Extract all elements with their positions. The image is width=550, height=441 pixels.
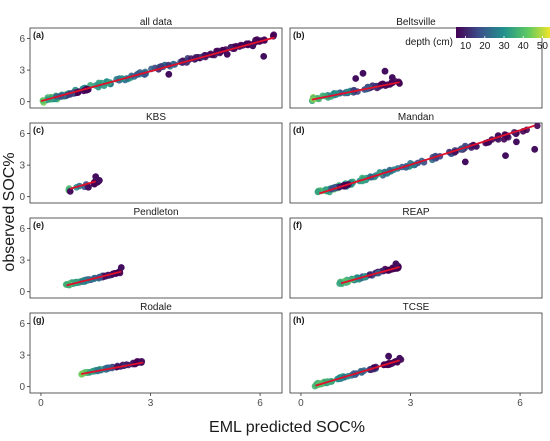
y-tick-label: 3 [19,351,25,362]
panel-letter: (a) [33,30,44,40]
data-point [314,188,322,196]
facet-panel: Mandan (d) [289,112,543,204]
data-point [381,67,389,75]
data-point [531,145,539,153]
facet-panel: all data (a) 0 3 6 [19,17,283,109]
facet-panel: Pendleton (e) 0 3 6 [19,207,283,299]
x-tick-label: 6 [517,398,523,409]
depth-legend: depth (cm) 10 20 30 40 50 [405,27,550,52]
facet-panel: REAP (f) [289,207,543,299]
shared-axes: EML predicted SOC% observed SOC% [1,152,365,436]
points-group [308,67,403,105]
legend-tick-label: 30 [498,41,510,52]
facet-panel: TCSE (h) 0 3 6 [289,302,543,409]
data-point [223,50,231,58]
y-tick-label: 3 [19,66,25,77]
legend-colorbar [456,27,550,38]
legend-title: depth (cm) [405,37,453,48]
x-tick-label: 6 [257,398,263,409]
facet-title: Rodale [140,302,172,313]
points-group [62,264,125,289]
y-tick-label: 0 [19,192,25,203]
facet-panel: Rodale (g) 0 3 6 0 3 6 [19,302,283,409]
points-group [336,260,402,288]
facet-panel: KBS (c) 0 3 6 [19,112,283,204]
legend-tick-label: 10 [460,41,472,52]
panel-border [29,312,283,394]
data-point [269,32,277,39]
panel-letter: (g) [33,315,45,325]
data-point [534,123,541,130]
y-tick-label: 6 [19,34,25,45]
x-tick-label: 3 [148,398,154,409]
y-tick-label: 0 [19,382,25,393]
facet-title: Beltsville [396,17,436,28]
data-point [165,70,173,78]
x-tick-label: 3 [408,398,414,409]
y-tick-label: 0 [19,287,25,298]
fit-line [69,180,96,190]
points-group [39,31,278,106]
points-group [78,358,146,378]
data-point [117,264,125,271]
y-tick-label: 6 [19,129,25,140]
data-point [513,138,520,146]
fit-line [80,361,144,375]
data-point [392,260,400,268]
panel-letter: (e) [33,220,44,230]
data-point [85,183,92,191]
data-point [461,158,469,166]
facet-title: all data [140,17,173,28]
panel-letter: (d) [293,125,305,135]
data-point [260,53,268,60]
points-group [311,352,405,390]
y-tick-label: 6 [19,319,25,330]
data-point [359,69,367,77]
data-point [388,74,396,81]
facet-title: KBS [146,112,166,123]
panel-letter: (h) [293,315,305,325]
y-tick-label: 0 [19,97,25,108]
points-group [65,173,103,195]
facet-panel: Beltsville (b) [289,17,543,109]
y-axis-title: observed SOC% [1,152,18,271]
panel-letter: (c) [33,125,44,135]
x-tick-label: 0 [298,398,304,409]
data-point [385,352,392,360]
facet-title: Pendleton [133,207,178,218]
data-point [92,173,100,181]
facet-title: REAP [402,207,430,218]
x-axis-title: EML predicted SOC% [209,419,365,436]
fit-line [315,359,400,387]
fit-line [340,266,400,285]
data-point [336,280,343,287]
data-point [66,188,74,195]
legend-tick-label: 50 [537,41,549,52]
y-tick-label: 3 [19,256,25,267]
data-point [352,75,360,82]
panel-letter: (f) [293,220,302,230]
fit-line [311,81,400,101]
fit-line [40,36,275,103]
fit-line [66,270,122,287]
facet-title: TCSE [403,302,430,313]
facet-title: Mandan [398,112,434,123]
legend-tick-label: 40 [518,41,530,52]
facet-panels: all data (a) 0 3 6 Beltsville (b) KBS (c) 0 3 6 Mand… [19,17,543,409]
y-tick-label: 3 [19,161,25,172]
y-tick-label: 6 [19,224,25,235]
fit-line [318,124,535,195]
data-point [502,152,509,160]
panel-border [289,217,543,299]
points-group [314,123,541,196]
panel-letter: (b) [293,30,305,40]
legend-tick-label: 20 [479,41,491,52]
x-tick-label: 0 [38,398,44,409]
